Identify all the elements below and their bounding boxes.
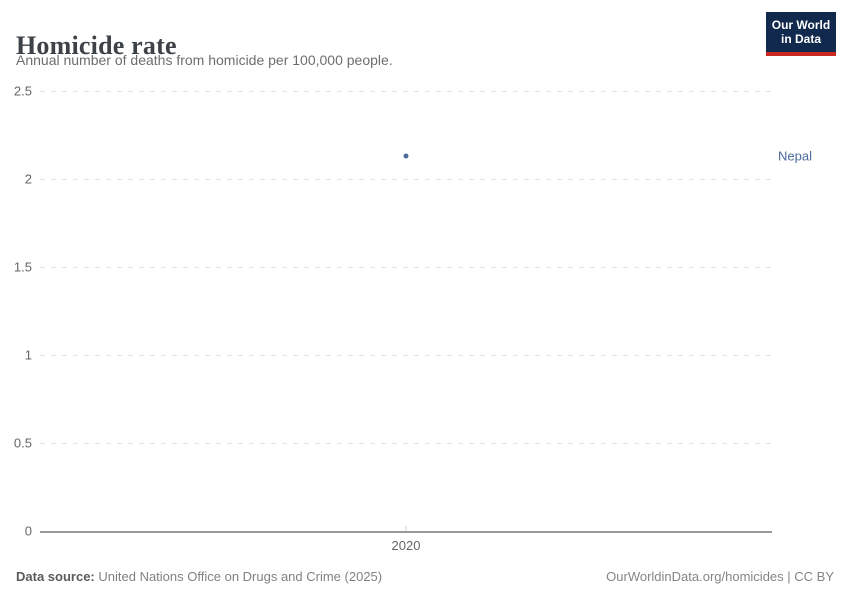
y-tick-label-2.5: 2.5 xyxy=(13,83,32,99)
credit-link[interactable]: OurWorldinData.org/homicides | CC BY xyxy=(606,569,834,584)
plot-area: Nepal xyxy=(40,91,812,533)
y-tick-label-0.5: 0.5 xyxy=(13,435,32,451)
x-axis: 2020 xyxy=(40,526,772,561)
data-point-nepal-2020[interactable] xyxy=(403,153,409,159)
y-tick-label-2: 2 xyxy=(24,171,32,187)
y-tick-label-1.5: 1.5 xyxy=(13,259,32,275)
data-source-note: Data source: United Nations Office on Dr… xyxy=(16,569,382,584)
y-tick-label-1: 1 xyxy=(24,347,32,363)
gridline-2.5 xyxy=(40,91,772,92)
chart-subtitle: Annual number of deaths from homicide pe… xyxy=(16,52,393,68)
gridline-1 xyxy=(40,355,772,356)
chart-title: Homicide rate xyxy=(16,31,177,61)
footer: Data source: United Nations Office on Dr… xyxy=(16,569,834,584)
owid-logo[interactable]: Our World in Data xyxy=(766,12,836,56)
owid-logo-line1: Our World xyxy=(771,18,831,32)
y-axis: 0 0.5 1 1.5 2 2.5 xyxy=(0,84,32,539)
gridline-2 xyxy=(40,179,772,180)
entity-label-nepal[interactable]: Nepal xyxy=(778,148,812,164)
x-tick-mark-2020 xyxy=(405,526,407,531)
gridline-0.5 xyxy=(40,443,772,444)
x-tick-label-2020: 2020 xyxy=(391,538,421,553)
x-axis-line xyxy=(40,531,772,533)
data-source-text: United Nations Office on Drugs and Crime… xyxy=(98,569,383,584)
data-source-label: Data source: xyxy=(16,569,95,584)
gridline-1.5 xyxy=(40,267,772,268)
owid-logo-line2: in Data xyxy=(780,32,821,46)
y-tick-label-0: 0 xyxy=(24,523,32,539)
